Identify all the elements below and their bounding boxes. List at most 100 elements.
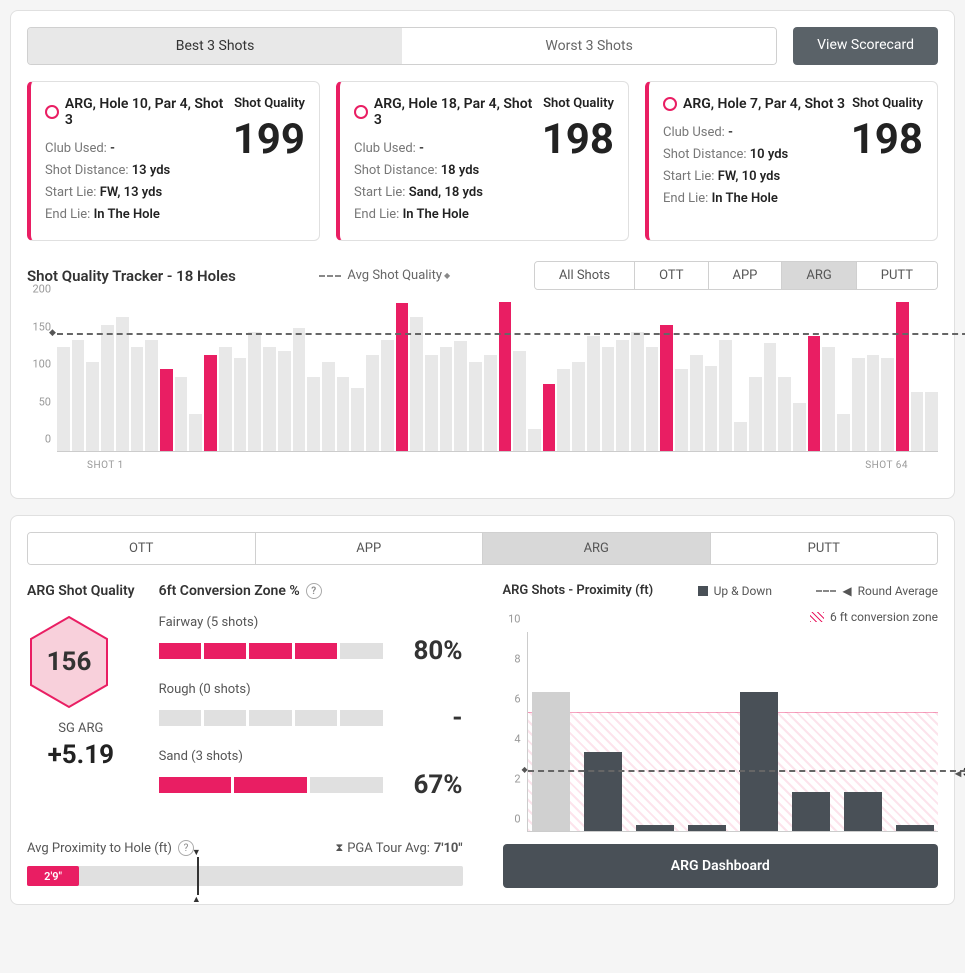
shot-bar[interactable] [631, 332, 644, 451]
quality-hexagon: 156 [27, 615, 111, 709]
shot-bar[interactable] [248, 332, 261, 451]
shot-bar[interactable] [602, 347, 615, 451]
shot-bar[interactable] [396, 303, 409, 451]
shot-bar[interactable] [116, 317, 129, 451]
shot-bar[interactable] [557, 369, 570, 451]
shot-bar[interactable] [911, 392, 924, 452]
shot-bar[interactable] [293, 328, 306, 451]
tracker-tab-ott[interactable]: OTT [635, 262, 708, 289]
shot-bar[interactable] [852, 358, 865, 451]
shot-bar[interactable] [469, 362, 482, 451]
tracker-title: Shot Quality Tracker - 18 Holes [27, 267, 236, 285]
help-icon[interactable]: ? [306, 583, 322, 599]
tracker-tab-putt[interactable]: PUTT [857, 262, 937, 289]
shot-bar[interactable] [160, 369, 173, 451]
proximity-bar[interactable] [636, 825, 674, 831]
shot-bar[interactable] [410, 317, 423, 451]
proximity-bar[interactable] [844, 792, 882, 832]
category-tab-app[interactable]: APP [256, 533, 484, 564]
shot-bar[interactable] [322, 362, 335, 451]
shot-bar[interactable] [189, 414, 202, 451]
proximity-bar[interactable] [532, 692, 570, 831]
shot-bar[interactable] [484, 355, 497, 452]
tracker-tab-app[interactable]: APP [709, 262, 783, 289]
shot-card[interactable]: ARG, Hole 18, Par 4, Shot 3Club Used: -S… [336, 81, 629, 241]
sg-value: +5.19 [27, 740, 135, 770]
shot-bar[interactable] [734, 422, 747, 452]
tracker-tab-all-shots[interactable]: All Shots [535, 262, 635, 289]
shot-bar[interactable] [616, 340, 629, 452]
tracker-tab-arg[interactable]: ARG [782, 262, 856, 289]
shot-bar[interactable] [145, 340, 158, 452]
shot-bar[interactable] [749, 377, 762, 452]
shot-bar[interactable] [543, 384, 556, 451]
proximity-bar[interactable] [584, 752, 622, 832]
shot-bar[interactable] [660, 325, 673, 452]
shot-bar[interactable] [175, 377, 188, 452]
shot-bar[interactable] [881, 358, 894, 451]
shot-bar[interactable] [57, 347, 70, 451]
shot-bar[interactable] [351, 388, 364, 451]
shot-bar[interactable] [705, 366, 718, 452]
shot-bar[interactable] [278, 351, 291, 452]
shot-bar[interactable] [778, 377, 791, 452]
shot-bar[interactable] [307, 377, 320, 452]
shot-bar[interactable] [234, 358, 247, 451]
proximity-bar[interactable] [792, 792, 830, 832]
shot-bar[interactable] [808, 336, 821, 451]
shot-bar[interactable] [204, 355, 217, 452]
shot-bar[interactable] [646, 347, 659, 451]
shot-detail: Club Used: - [45, 138, 233, 160]
segment-worst-3-shots[interactable]: Worst 3 Shots [402, 28, 776, 64]
segment-best-3-shots[interactable]: Best 3 Shots [28, 28, 402, 64]
shot-bar[interactable] [793, 403, 806, 451]
proximity-bar[interactable] [740, 692, 778, 831]
shot-bar[interactable] [72, 340, 85, 452]
shot-bar[interactable] [337, 377, 350, 452]
shot-bar[interactable] [764, 343, 777, 451]
view-scorecard-button[interactable]: View Scorecard [793, 27, 938, 65]
shot-bar[interactable] [454, 341, 467, 451]
shot-bar[interactable] [219, 347, 232, 451]
shot-title: ARG, Hole 7, Par 4, Shot 3 [663, 96, 845, 112]
proximity-bar[interactable] [688, 825, 726, 831]
shot-bar[interactable] [587, 336, 600, 451]
category-tab-arg[interactable]: ARG [483, 533, 711, 564]
shot-bar[interactable] [572, 362, 585, 451]
shot-bar[interactable] [513, 351, 526, 452]
shot-bar[interactable] [690, 355, 703, 452]
shot-bar[interactable] [925, 392, 938, 452]
shot-bar[interactable] [381, 340, 394, 452]
x-label-start: SHOT 1 [87, 460, 124, 471]
category-tab-putt[interactable]: PUTT [711, 533, 938, 564]
shot-bar[interactable] [101, 325, 114, 452]
conversion-row: Sand (3 shots)67% [159, 749, 463, 800]
arg-dashboard-button[interactable]: ARG Dashboard [503, 844, 939, 888]
shot-bar[interactable] [837, 414, 850, 451]
shot-bar[interactable] [499, 302, 512, 451]
slider-value: 2'9" [27, 866, 79, 886]
shot-card[interactable]: ARG, Hole 10, Par 4, Shot 3Club Used: -S… [27, 81, 320, 241]
legend-round-avg: ◀Round Average [816, 584, 938, 598]
shot-bar[interactable] [131, 347, 144, 451]
shot-quality-title: ARG Shot Quality [27, 583, 135, 599]
shot-bar[interactable] [675, 369, 688, 451]
shot-bar[interactable] [528, 429, 541, 451]
shot-bar[interactable] [263, 347, 276, 451]
category-tab-ott[interactable]: OTT [28, 533, 256, 564]
shot-bar[interactable] [867, 355, 880, 452]
shot-card[interactable]: ARG, Hole 7, Par 4, Shot 3Club Used: -Sh… [645, 81, 938, 241]
avg-prox-title: Avg Proximity to Hole (ft) [27, 841, 172, 856]
hex-value: 156 [47, 647, 92, 677]
shot-bar[interactable] [425, 355, 438, 452]
shot-bar[interactable] [719, 340, 732, 452]
shot-bar[interactable] [86, 362, 99, 451]
proximity-bar[interactable] [896, 825, 934, 831]
shot-bar[interactable] [366, 355, 379, 452]
shot-bar[interactable] [440, 347, 453, 451]
legend-up-down: Up & Down [698, 584, 772, 598]
proximity-chart-title: ARG Shots - Proximity (ft) [503, 583, 654, 598]
shot-bar[interactable] [822, 347, 835, 451]
shot-bar[interactable] [896, 302, 909, 451]
conversion-percent: 67% [403, 770, 463, 800]
